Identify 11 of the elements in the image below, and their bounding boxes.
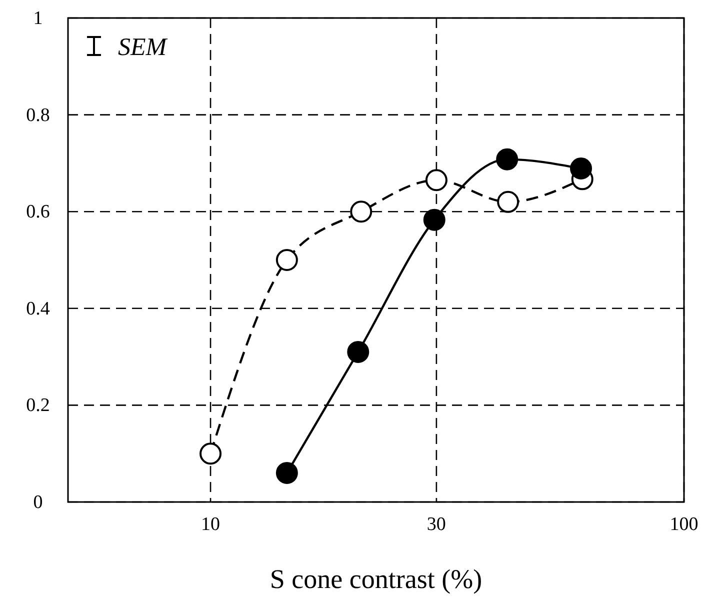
y-tick-label: 0.6 — [26, 202, 50, 223]
y-tick-label: 1 — [33, 8, 43, 29]
y-tick-label: 0 — [33, 492, 43, 513]
x-tick-label: 100 — [670, 514, 698, 535]
y-tick-label: 0.4 — [26, 298, 50, 320]
y-tick-label: 0.8 — [26, 104, 50, 126]
y-tick-label: 0.2 — [26, 395, 50, 416]
x-axis-title: S cone contrast (%) — [270, 564, 482, 594]
x-tick-label: 30 — [426, 514, 446, 535]
x-tick-label: 10 — [201, 514, 220, 535]
annotation: SEM — [118, 34, 168, 61]
